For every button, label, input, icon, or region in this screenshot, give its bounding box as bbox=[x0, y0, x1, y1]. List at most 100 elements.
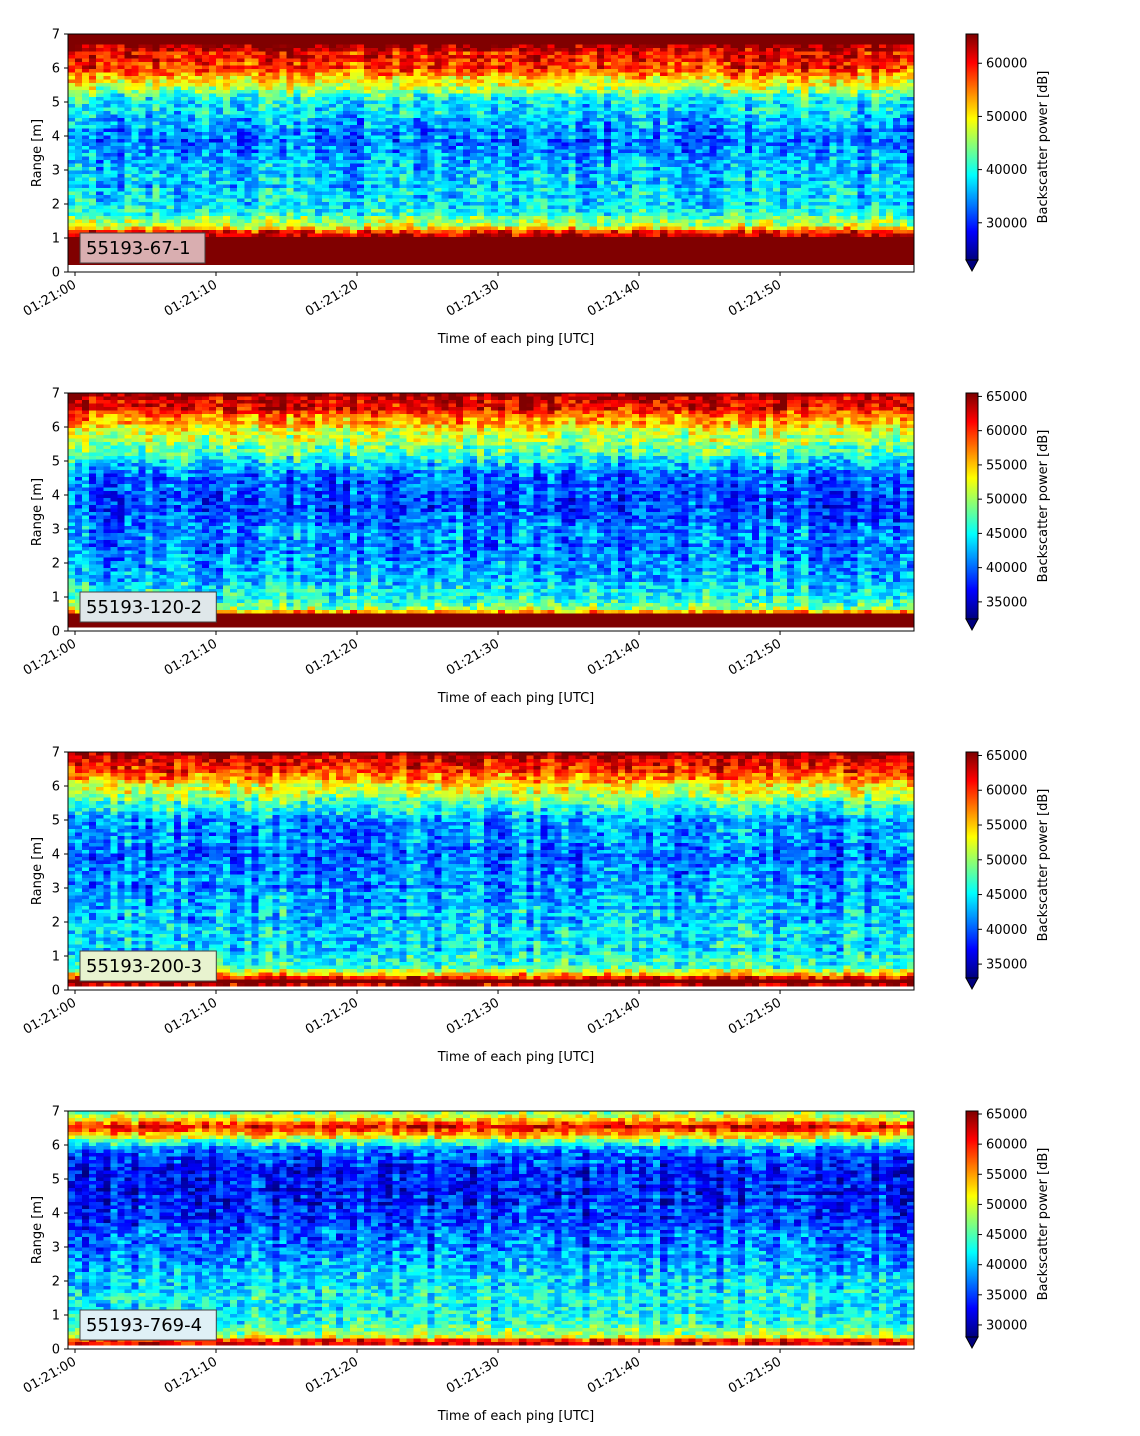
colorbar bbox=[966, 1111, 978, 1337]
colorbar-extend-triangle bbox=[965, 618, 979, 632]
x-tick-label: 01:21:20 bbox=[303, 636, 361, 678]
axes-frame bbox=[67, 392, 915, 632]
colorbar-tick-label: 55000 bbox=[986, 458, 1027, 473]
colorbar-extend-triangle bbox=[965, 977, 979, 991]
y-tick-label: 7 bbox=[52, 1105, 60, 1120]
colorbar bbox=[966, 752, 978, 978]
station-label: 55193-120-2 bbox=[86, 597, 202, 618]
x-tick-label: 01:21:10 bbox=[162, 995, 220, 1037]
y-tick-label: 5 bbox=[52, 1173, 60, 1188]
x-tick-label: 01:21:10 bbox=[162, 1354, 220, 1396]
station-label: 55193-769-4 bbox=[86, 1315, 202, 1336]
y-axis-label: Range [m] bbox=[30, 1196, 45, 1264]
panel-1: 0 1 2 3 4 5 6 7 01:21:00 01:21:10 01:21:20 01:21:30… bbox=[21, 28, 1051, 348]
x-axis-label: Time of each ping [UTC] bbox=[437, 1409, 595, 1424]
y-tick-label: 3 bbox=[52, 882, 60, 897]
colorbar-tick-label: 55000 bbox=[986, 819, 1027, 834]
colorbar-tick-label: 50000 bbox=[986, 1198, 1027, 1213]
colorbar-tick-label: 40000 bbox=[986, 923, 1027, 938]
colorbar-tick-label: 50000 bbox=[986, 493, 1027, 508]
colorbar-tick-label: 65000 bbox=[986, 390, 1027, 405]
colorbar-tick-label: 35000 bbox=[986, 958, 1027, 973]
axes-frame bbox=[67, 751, 915, 991]
y-tick-label: 5 bbox=[52, 814, 60, 829]
y-tick-label: 4 bbox=[52, 848, 60, 863]
colorbar-tick-label: 60000 bbox=[986, 1138, 1027, 1153]
colorbar-tick-label: 40000 bbox=[986, 1258, 1027, 1273]
y-tick-label: 5 bbox=[52, 455, 60, 470]
x-tick-label: 01:21:00 bbox=[21, 277, 79, 319]
station-label-box bbox=[79, 591, 217, 623]
colorbar-tick-label: 50000 bbox=[986, 853, 1027, 868]
x-tick-label: 01:21:30 bbox=[444, 1354, 502, 1396]
x-tick-label: 01:21:30 bbox=[444, 277, 502, 319]
colorbar-label: Backscatter power [dB] bbox=[1036, 1148, 1051, 1301]
station-label-box bbox=[79, 1309, 217, 1341]
y-axis-label: Range [m] bbox=[30, 478, 45, 546]
colorbar-label: Backscatter power [dB] bbox=[1036, 71, 1051, 224]
colorbar-tick-label: 60000 bbox=[986, 57, 1027, 72]
colorbar-tick-label: 45000 bbox=[986, 527, 1027, 542]
axes-frame bbox=[67, 33, 915, 273]
y-tick-label: 7 bbox=[52, 28, 60, 43]
x-tick-label: 01:21:00 bbox=[21, 636, 79, 678]
colorbar-label: Backscatter power [dB] bbox=[1036, 430, 1051, 583]
colorbar-tick-label: 55000 bbox=[986, 1168, 1027, 1183]
heatmap-image bbox=[68, 1111, 914, 1349]
x-tick-label: 01:21:20 bbox=[303, 1354, 361, 1396]
station-label: 55193-67-1 bbox=[86, 238, 191, 259]
panel-2: 0 1 2 3 4 5 6 7 01:21:00 01:21:10 01:21:20 01:21:30… bbox=[21, 387, 1051, 707]
y-tick-label: 1 bbox=[52, 591, 60, 606]
x-tick-label: 01:21:10 bbox=[162, 277, 220, 319]
y-tick-label: 7 bbox=[52, 746, 60, 761]
y-tick-label: 3 bbox=[52, 1241, 60, 1256]
y-tick-label: 1 bbox=[52, 950, 60, 965]
y-tick-label: 4 bbox=[52, 489, 60, 504]
colorbar-tick-label: 45000 bbox=[986, 888, 1027, 903]
y-tick-label: 0 bbox=[52, 266, 60, 281]
colorbar-tick-label: 60000 bbox=[986, 784, 1027, 799]
y-tick-label: 0 bbox=[52, 984, 60, 999]
x-tick-label: 01:21:50 bbox=[726, 277, 784, 319]
y-tick-label: 2 bbox=[52, 1275, 60, 1290]
panel-4: 0 1 2 3 4 5 6 7 01:21:00 01:21:10 01:21:20 01:21:30… bbox=[21, 1105, 1051, 1425]
y-tick-label: 4 bbox=[52, 1207, 60, 1222]
axes-frame bbox=[67, 1110, 915, 1350]
x-tick-label: 01:21:40 bbox=[585, 995, 643, 1037]
station-label-box bbox=[79, 950, 217, 982]
panel-3: 0 1 2 3 4 5 6 7 01:21:00 01:21:10 01:21:20 01:21:30… bbox=[21, 746, 1051, 1066]
colorbar-tick-label: 45000 bbox=[986, 1228, 1027, 1243]
x-tick-label: 01:21:00 bbox=[21, 995, 79, 1037]
y-tick-label: 6 bbox=[52, 780, 60, 795]
y-axis-label: Range [m] bbox=[30, 119, 45, 187]
y-tick-label: 7 bbox=[52, 387, 60, 402]
y-tick-label: 1 bbox=[52, 232, 60, 247]
colorbar-extend-triangle bbox=[965, 1336, 979, 1350]
y-tick-label: 6 bbox=[52, 421, 60, 436]
colorbar-tick-label: 65000 bbox=[986, 749, 1027, 764]
x-tick-label: 01:21:50 bbox=[726, 995, 784, 1037]
x-tick-label: 01:21:30 bbox=[444, 995, 502, 1037]
heatmap-image bbox=[68, 752, 914, 990]
colorbar-label: Backscatter power [dB] bbox=[1036, 789, 1051, 942]
colorbar-extend-triangle bbox=[965, 259, 979, 273]
x-tick-label: 01:21:50 bbox=[726, 1354, 784, 1396]
x-tick-label: 01:21:30 bbox=[444, 636, 502, 678]
x-tick-label: 01:21:20 bbox=[303, 995, 361, 1037]
colorbar-tick-label: 50000 bbox=[986, 110, 1027, 125]
y-tick-label: 2 bbox=[52, 557, 60, 572]
colorbar-tick-label: 60000 bbox=[986, 424, 1027, 439]
y-tick-label: 5 bbox=[52, 96, 60, 111]
y-tick-label: 3 bbox=[52, 523, 60, 538]
x-tick-label: 01:21:00 bbox=[21, 1354, 79, 1396]
colorbar bbox=[966, 34, 978, 260]
y-tick-label: 3 bbox=[52, 164, 60, 179]
y-tick-label: 0 bbox=[52, 625, 60, 640]
colorbar-tick-label: 30000 bbox=[986, 216, 1027, 231]
x-tick-label: 01:21:40 bbox=[585, 1354, 643, 1396]
x-tick-label: 01:21:50 bbox=[726, 636, 784, 678]
x-tick-label: 01:21:40 bbox=[585, 636, 643, 678]
colorbar-tick-label: 35000 bbox=[986, 1288, 1027, 1303]
colorbar-tick-label: 35000 bbox=[986, 595, 1027, 610]
colorbar-tick-label: 30000 bbox=[986, 1318, 1027, 1333]
